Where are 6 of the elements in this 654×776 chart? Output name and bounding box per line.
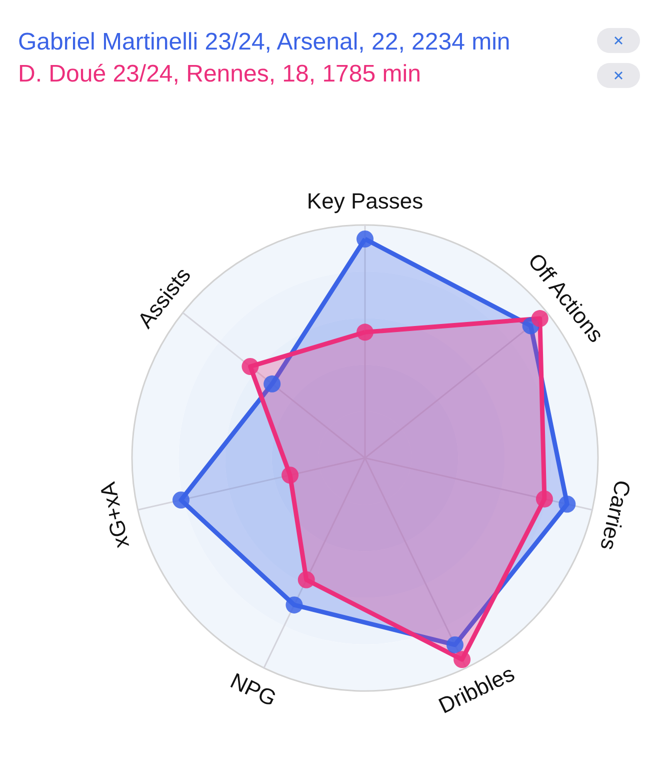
- spoke-label: Carries: [595, 478, 636, 553]
- spoke-label: xG+xA: [94, 480, 134, 550]
- spoke-label: NPG: [226, 668, 280, 712]
- spoke-label: Key Passes: [306, 188, 424, 214]
- text: Gabriel Martinelli 23/24, Arsenal, 22, 2234 min: [18, 28, 510, 56]
- text: D. Doué 23/24, Rennes, 18, 1785 min: [18, 60, 421, 88]
